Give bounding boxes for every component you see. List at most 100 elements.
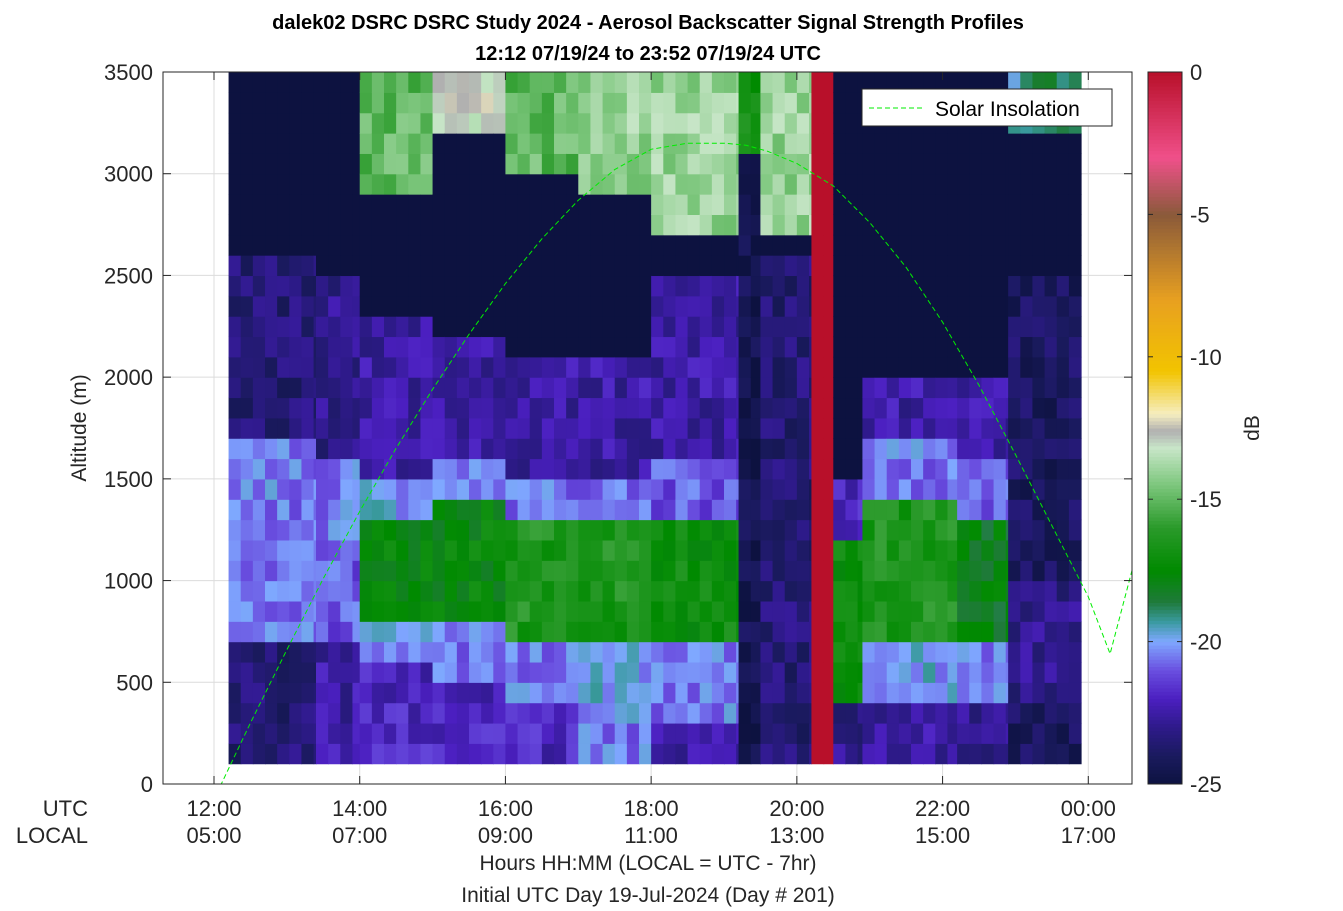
heatmap-cell [772, 560, 786, 582]
heatmap-cell [760, 682, 774, 704]
heatmap-cell [313, 417, 317, 439]
heatmap-cell [313, 92, 317, 114]
heatmap-cell [1032, 458, 1046, 480]
heatmap-cell [228, 621, 242, 643]
heatmap-cell [408, 112, 422, 134]
heatmap-cell [469, 661, 482, 683]
heatmap-cell [493, 153, 507, 175]
heatmap-cell [384, 173, 397, 195]
heatmap-cell [981, 377, 995, 399]
heatmap-cell [578, 458, 592, 480]
heatmap-cell [1008, 316, 1021, 338]
heatmap-cell [639, 621, 652, 643]
colorbar-segment [1148, 82, 1182, 87]
heatmap-cell [857, 295, 864, 317]
heatmap-cell [432, 153, 446, 175]
heatmap-cell [923, 519, 936, 541]
heatmap-cell [886, 356, 900, 378]
heatmap-cell [809, 519, 813, 541]
colorbar-segment [1148, 773, 1182, 778]
heatmap-cell [862, 702, 876, 724]
heatmap-cell [444, 580, 458, 602]
colorbar-segment [1148, 274, 1182, 279]
heatmap-cell [432, 600, 446, 622]
heatmap-cell [639, 133, 652, 154]
heatmap-cell [823, 438, 834, 460]
heatmap-cell [736, 478, 740, 500]
heatmap-cell [935, 661, 949, 683]
heatmap-cell [469, 478, 482, 500]
heatmap-cell [505, 336, 519, 358]
heatmap-cell [228, 499, 242, 521]
heatmap-cell [886, 397, 900, 419]
heatmap-cell [340, 702, 354, 724]
heatmap-cell [738, 194, 752, 215]
colorbar-segment [1148, 534, 1182, 539]
heatmap-cell [340, 336, 354, 358]
heatmap-cell [760, 600, 774, 622]
heatmap-cell [420, 153, 434, 175]
heatmap-cell [639, 641, 652, 663]
heatmap-cell [328, 153, 341, 175]
heatmap-cell [384, 641, 397, 663]
heatmap-cell [898, 153, 912, 175]
heatmap-cell [1068, 214, 1082, 236]
colorbar-segment [1148, 185, 1182, 190]
heatmap-cell [301, 641, 315, 663]
heatmap-cell [541, 153, 555, 175]
heatmap-cell [505, 458, 519, 480]
heatmap-cell [651, 133, 664, 154]
heatmap-cell [505, 621, 519, 643]
colorbar-segment [1148, 378, 1182, 383]
heatmap-cell [614, 234, 628, 256]
heatmap-cell [845, 499, 859, 521]
heatmap-cell [614, 539, 628, 561]
heatmap-cell [1032, 702, 1046, 724]
heatmap-cell [651, 214, 664, 236]
heatmap-cell [833, 377, 847, 399]
heatmap-cell [811, 438, 825, 460]
heatmap-cell [1044, 499, 1058, 521]
heatmap-cell [750, 214, 762, 236]
heatmap-cell [651, 275, 664, 297]
heatmap-cell [444, 255, 458, 277]
heatmap-cell [981, 173, 995, 195]
heatmap-cell [265, 356, 278, 378]
heatmap-cell [845, 72, 859, 93]
heatmap-cell [845, 539, 859, 561]
heatmap-cell [602, 153, 616, 175]
heatmap-cell [811, 539, 825, 561]
heatmap-cell [420, 702, 434, 724]
heatmap-cell [614, 580, 628, 602]
heatmap-cell [505, 377, 519, 399]
heatmap-cell [760, 661, 774, 683]
heatmap-cell [736, 112, 740, 134]
heatmap-cell [554, 92, 567, 114]
heatmap-cell [493, 133, 507, 154]
heatmap-cell [1008, 580, 1021, 602]
heatmap-cell [444, 194, 458, 215]
heatmap-cell [352, 275, 361, 297]
heatmap-cell [993, 295, 1007, 317]
heatmap-cell [493, 661, 507, 683]
heatmap-cell [444, 214, 458, 236]
heatmap-cell [566, 173, 579, 195]
heatmap-cell [371, 560, 385, 582]
colorbar-segment [1148, 250, 1182, 255]
heatmap-cell [228, 417, 242, 439]
heatmap-cell [340, 661, 354, 683]
heatmap-cell [760, 255, 774, 277]
heatmap-cell [541, 478, 555, 500]
colorbar-segment [1148, 100, 1182, 105]
heatmap-cell [857, 316, 864, 338]
heatmap-cell [590, 458, 604, 480]
heatmap-cell [396, 600, 409, 622]
heatmap-cell [371, 336, 385, 358]
heatmap-cell [590, 214, 604, 236]
colorbar-segment [1148, 267, 1182, 272]
heatmap-cell [784, 173, 798, 195]
colorbar-segment [1148, 449, 1182, 454]
heatmap-cell [675, 499, 689, 521]
heatmap-cell [981, 621, 995, 643]
heatmap-cell [481, 377, 494, 399]
